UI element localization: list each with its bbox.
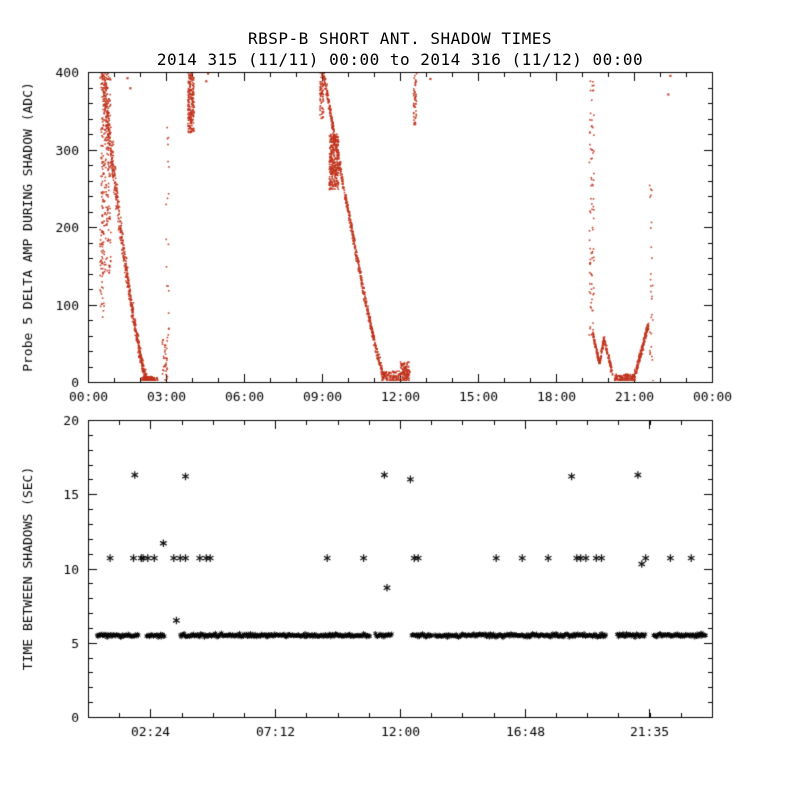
chart-subtitle: 2014 315 (11/11) 00:00 to 2014 316 (11/1… <box>156 50 644 69</box>
chart-title: RBSP-B SHORT ANT. SHADOW TIMES <box>248 29 552 48</box>
